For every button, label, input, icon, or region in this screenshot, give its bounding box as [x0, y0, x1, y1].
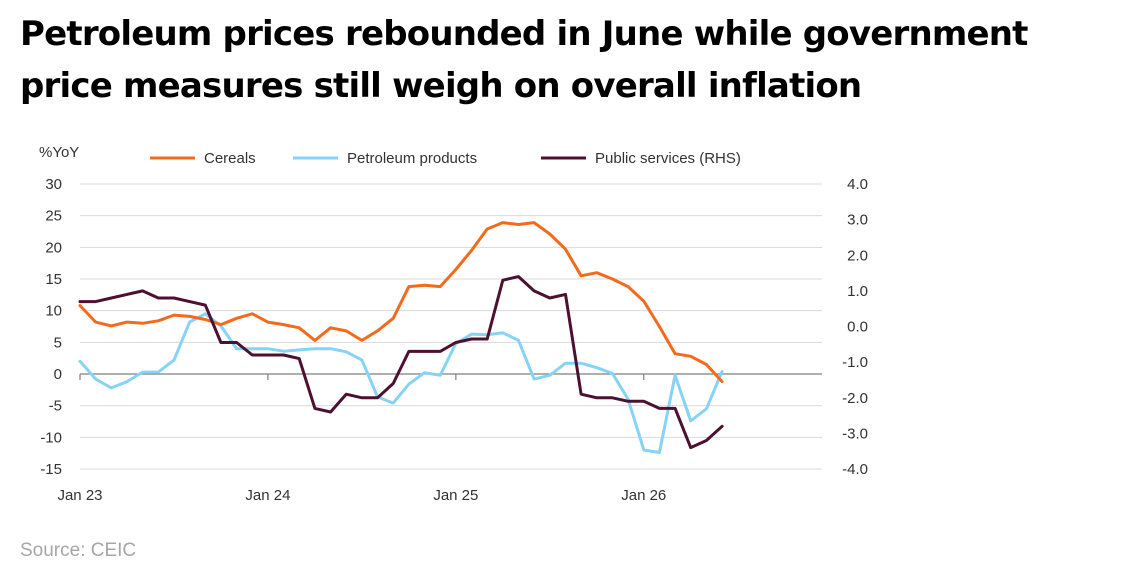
left-tick-label: 10 [45, 303, 62, 320]
right-tick-label: 3.0 [847, 212, 868, 229]
left-tick-label: -15 [40, 461, 62, 478]
left-tick-label: -5 [49, 398, 62, 415]
x-tick-label: Jan 23 [57, 487, 102, 504]
source-note: Source: CEIC [20, 540, 137, 561]
right-tick-label: -2.0 [842, 390, 868, 407]
left-tick-label: 30 [45, 176, 62, 193]
gridlines [80, 183, 822, 470]
left-tick-label: 0 [54, 366, 62, 383]
legend-label: Petroleum products [347, 150, 477, 167]
x-axis-ticks: Jan 23 Jan 24 Jan 25 Jan 26 [57, 487, 666, 504]
chart-title: Petroleum prices rebounded in June while… [20, 14, 1028, 106]
legend-label: Public services (RHS) [595, 150, 741, 167]
right-tick-label: 2.0 [847, 247, 868, 264]
left-tick-label: 15 [45, 271, 62, 288]
legend-label: Cereals [204, 150, 256, 167]
y-axis-unit-label: %YoY [39, 144, 79, 161]
right-y-axis-ticks: 4.0 3.0 2.0 1.0 0.0 -1.0 -2.0 -3.0 -4.0 [842, 176, 868, 478]
left-y-axis-ticks: 30 25 20 15 10 5 0 -5 -10 -15 [40, 176, 62, 478]
right-tick-label: -4.0 [842, 461, 868, 478]
x-tick-label: Jan 26 [621, 487, 666, 504]
chart-legend: Cereals Petroleum products Public services… [150, 150, 741, 167]
series-line-0 [78, 221, 724, 384]
x-tick-label: Jan 24 [245, 487, 290, 504]
series-lines [78, 221, 724, 454]
left-tick-label: 25 [45, 208, 62, 225]
left-tick-label: 5 [54, 334, 62, 351]
right-tick-label: 1.0 [847, 283, 868, 300]
series-line-1 [78, 312, 724, 454]
x-tick-label: Jan 25 [433, 487, 478, 504]
right-tick-label: 0.0 [847, 319, 868, 336]
right-tick-label: -3.0 [842, 425, 868, 442]
right-tick-label: -1.0 [842, 354, 868, 371]
left-tick-label: -10 [40, 429, 62, 446]
right-tick-label: 4.0 [847, 176, 868, 193]
series-line-2 [78, 275, 724, 450]
zero-axis-line [79, 373, 822, 380]
left-tick-label: 20 [45, 239, 62, 256]
